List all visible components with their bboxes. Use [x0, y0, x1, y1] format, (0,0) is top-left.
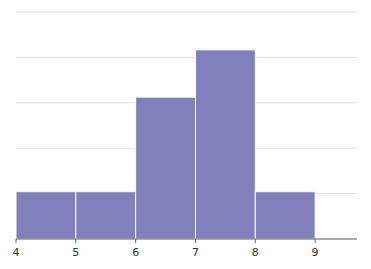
chart: 4 5 6 7 8 9: [0, 0, 371, 269]
tick: [315, 239, 316, 243]
grid-line: [16, 239, 357, 240]
bar: [195, 50, 255, 239]
chart-container: 4 5 6 7 8 9: [0, 0, 371, 269]
grid-line: [16, 57, 357, 58]
bar: [76, 192, 136, 239]
axis-line: [16, 239, 357, 240]
tick-label: 7: [192, 246, 199, 259]
tick: [135, 239, 136, 243]
tick: [255, 239, 256, 243]
tick: [75, 239, 76, 243]
tick-label: 9: [312, 246, 319, 259]
grid: [16, 12, 357, 239]
tick-label: 4: [13, 246, 20, 259]
x-axis: 4 5 6 7 8 9: [13, 239, 358, 259]
tick-label: 5: [72, 246, 79, 259]
tick: [16, 239, 17, 243]
bars: [16, 50, 315, 239]
bar: [255, 192, 315, 239]
tick-label: 8: [252, 246, 259, 259]
grid-line: [16, 12, 357, 13]
tick: [195, 239, 196, 243]
tick-label: 6: [132, 246, 139, 259]
bar: [136, 97, 196, 239]
bar: [16, 192, 76, 239]
